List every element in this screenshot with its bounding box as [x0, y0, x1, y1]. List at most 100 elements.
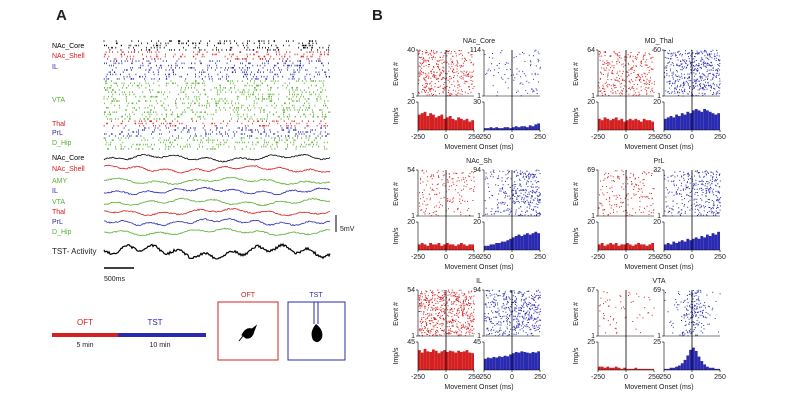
histogram-bar	[531, 233, 535, 250]
histogram-bar	[672, 367, 676, 370]
x-tick-label: 250	[648, 254, 660, 261]
histogram-bar	[448, 116, 452, 130]
histogram-bar	[426, 116, 430, 130]
histogram-bar	[462, 120, 466, 130]
y-tick-label: 20	[587, 99, 595, 106]
histogram-bar	[528, 353, 532, 370]
histogram-bar	[448, 244, 452, 250]
histogram-bar	[692, 347, 695, 370]
histogram-bar	[666, 368, 670, 370]
x-tick-label: 250	[468, 254, 480, 261]
raster-y-tick-label: 1	[477, 333, 481, 340]
histogram-bar	[609, 120, 612, 130]
raster-y-tick-label: 94	[473, 167, 481, 174]
spike-raster	[104, 127, 330, 137]
histogram-bar	[509, 128, 512, 130]
x-tick-label: 0	[690, 374, 694, 381]
histogram-bar	[437, 353, 441, 370]
histogram-bar	[645, 368, 649, 370]
x-tick-label: 0	[690, 254, 694, 261]
histogram-bar	[512, 353, 515, 370]
histogram-bar	[706, 234, 709, 250]
histogram-bar	[603, 245, 607, 250]
histogram-bar	[437, 243, 441, 250]
x-tick-label: -250	[591, 374, 605, 381]
chart-title: NAc_Sh	[466, 158, 492, 165]
x-tick-label: -250	[657, 134, 671, 141]
histogram-bar	[429, 243, 432, 250]
mouse-icon	[238, 324, 258, 342]
histogram-bar	[717, 113, 720, 130]
histogram-bar	[432, 114, 435, 130]
tst-label: TST	[147, 318, 162, 327]
y-tick-label: 20	[653, 219, 661, 226]
raster-y-title: Event #	[573, 302, 580, 326]
x-tick-label: -250	[411, 134, 425, 141]
histogram-bar	[606, 118, 610, 130]
raster-y-tick-label: 1	[591, 213, 595, 220]
y-tick-label: 45	[473, 339, 481, 346]
histogram-bar	[468, 244, 472, 250]
histogram-bar	[531, 351, 535, 370]
raster-y-tick-label: 32	[653, 167, 661, 174]
raster-y-tick-label: 1	[657, 333, 661, 340]
histogram-bar	[664, 368, 667, 370]
oft-arena	[217, 301, 279, 361]
raster-dots	[598, 169, 655, 217]
histogram-bar	[694, 350, 698, 370]
chart-title: MD_Thal	[645, 38, 674, 45]
histogram-bar	[620, 368, 624, 370]
histogram-bar	[534, 231, 538, 250]
histogram-bar	[609, 367, 612, 370]
raster-dots	[484, 169, 541, 217]
histogram-bar	[626, 368, 629, 370]
raster-y-tick-label: 60	[653, 47, 661, 54]
histogram-bar	[451, 351, 455, 370]
histogram-bar	[495, 357, 498, 370]
histogram-bar	[509, 354, 512, 370]
histogram-bar	[714, 234, 718, 250]
x-tick-label: 250	[714, 134, 726, 141]
histogram-bar	[520, 126, 524, 130]
histogram-bar	[420, 243, 424, 250]
trace-row-label: NAc_Shell	[52, 166, 85, 173]
histogram-bar	[637, 120, 640, 130]
histogram-bar	[672, 241, 676, 250]
histogram-bar	[617, 367, 621, 370]
spike-raster	[103, 120, 328, 127]
histogram-bar	[703, 364, 706, 370]
histogram-bar	[680, 113, 684, 130]
histogram-bar	[534, 352, 538, 370]
x-tick-label: -250	[411, 374, 425, 381]
raster-row-label: NAc_Core	[52, 43, 84, 50]
histogram-bar	[520, 351, 524, 370]
panel-label: B	[372, 7, 383, 24]
histogram-bar	[440, 114, 444, 130]
histogram-bar	[460, 118, 463, 130]
histogram-bar	[651, 243, 654, 250]
lfp-trace	[103, 164, 331, 174]
histogram-bar	[631, 368, 635, 370]
histogram-bar	[420, 113, 424, 130]
raster-y-tick-label: 54	[407, 167, 415, 174]
histogram-bar	[418, 114, 421, 130]
x-axis-title: Movement Onset (ms)	[624, 264, 693, 271]
y-tick-label: 20	[407, 99, 415, 106]
histogram-bar	[700, 236, 704, 250]
histogram-bar	[609, 243, 612, 250]
raster-y-title: Event #	[393, 182, 400, 206]
histogram-bar	[628, 118, 632, 130]
histogram-bar	[520, 236, 524, 250]
x-tick-label: 250	[534, 134, 546, 141]
histogram-bar	[486, 245, 490, 250]
x-axis-title: Movement Onset (ms)	[444, 144, 513, 151]
trace-row-label: IL	[52, 188, 58, 195]
histogram-bar	[454, 120, 458, 130]
histogram-bar	[500, 241, 504, 250]
time-scale: 500ms	[104, 276, 126, 283]
y-tick-label: 20	[587, 219, 595, 226]
x-tick-label: 0	[510, 134, 514, 141]
histogram-bar	[620, 244, 624, 250]
trace-row-label: Thal	[52, 209, 66, 216]
tail-holder	[313, 302, 319, 324]
